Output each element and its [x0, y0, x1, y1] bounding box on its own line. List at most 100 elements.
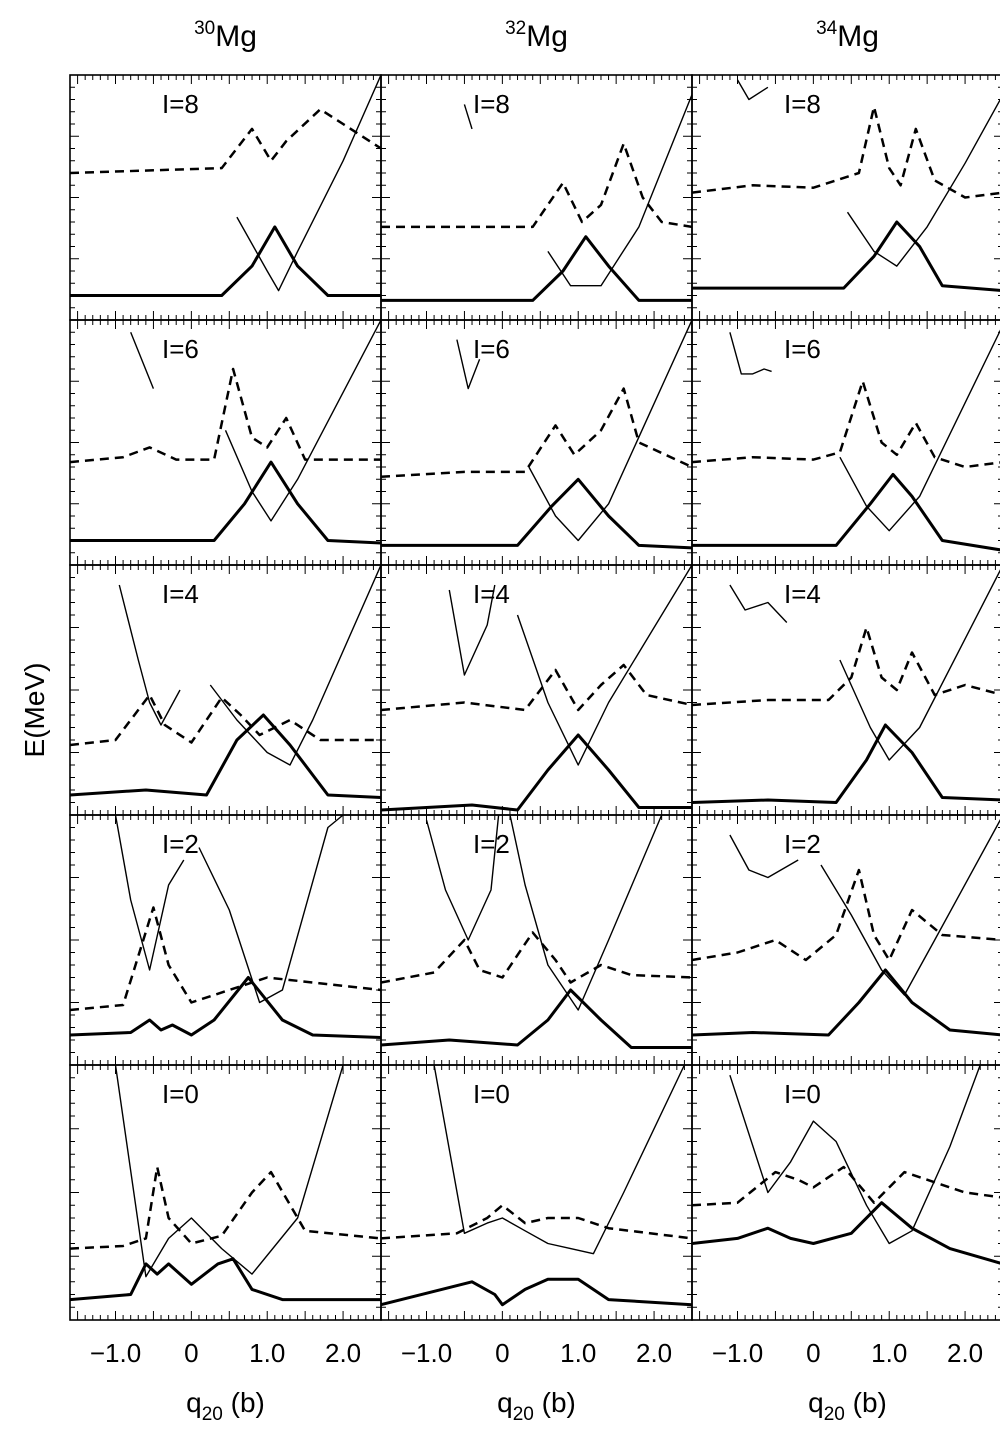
- potential-curve: [114, 815, 185, 971]
- panel-frame: [380, 74, 693, 321]
- spin-label: I=4: [473, 579, 510, 609]
- panel-frame: [380, 1064, 693, 1321]
- potential-curve: [118, 584, 181, 726]
- potential-curve: [516, 565, 692, 766]
- excited-wavefunction-curve: [381, 663, 692, 712]
- ground-wavefunction-curve: [381, 477, 692, 550]
- potential-curve: [729, 1065, 981, 1245]
- ground-wavefunction-curve: [70, 460, 381, 545]
- panel-curves: [381, 320, 692, 550]
- panel-frame: [691, 319, 1000, 566]
- panel-curves: [692, 1065, 1000, 1265]
- ticks-layer: [70, 75, 1000, 1320]
- potential-curve: [528, 320, 692, 542]
- x-axis-unit: (b): [223, 1387, 265, 1418]
- potential-curve: [729, 834, 799, 879]
- potential-curve: [729, 584, 788, 623]
- ground-wavefunction-curve: [692, 220, 1000, 292]
- potential-curve: [729, 332, 772, 375]
- panel-frame: [691, 814, 1000, 1066]
- ground-wavefunction-curve: [692, 968, 1000, 1037]
- panel-frame: [69, 814, 382, 1066]
- spin-label: I=6: [162, 334, 199, 364]
- panel-curves: [692, 569, 1000, 804]
- potential-curve: [846, 98, 1000, 267]
- x-axis-symbol: q: [186, 1387, 202, 1418]
- excited-wavefunction-curve: [692, 105, 1000, 199]
- panel-curves: [70, 75, 381, 297]
- x-tick-label: −1.0: [90, 1338, 141, 1368]
- panel-curves: [70, 1065, 381, 1302]
- x-tick-label: 1.0: [871, 1338, 907, 1368]
- potential-curve: [433, 1065, 686, 1255]
- excited-wavefunction-curve: [692, 626, 1000, 707]
- panel-frame: [69, 564, 382, 816]
- panel-curves: [70, 565, 381, 799]
- mass-number: 30: [194, 18, 215, 39]
- ground-wavefunction-curve: [70, 1257, 381, 1302]
- excited-wavefunction-curve: [70, 108, 381, 175]
- panel-frame: [691, 564, 1000, 816]
- spin-label: I=6: [784, 334, 821, 364]
- panel-curves: [381, 815, 692, 1049]
- panel-frames: [69, 74, 1000, 1321]
- panel-curves: [692, 79, 1000, 292]
- potential-curve: [547, 94, 692, 287]
- excited-wavefunction-curve: [692, 868, 1000, 962]
- excited-wavefunction-curve: [381, 142, 692, 229]
- ground-wavefunction-curve: [381, 1277, 692, 1307]
- potential-curve: [839, 569, 1000, 761]
- spin-label: I=0: [784, 1079, 821, 1109]
- potential-curve: [198, 815, 344, 1004]
- spin-label: I=8: [784, 89, 821, 119]
- panel-curves: [70, 320, 381, 545]
- mass-number: 32: [505, 18, 526, 39]
- spin-label: I=4: [162, 579, 199, 609]
- excited-wavefunction-curve: [381, 387, 692, 479]
- labels-layer: I=8 I=6 I=4 I=2 I=0 I=8 I=6 I=4 I=2 I=0 I=8 I=6 I=4 I…: [162, 89, 821, 1109]
- panel-curves: [381, 94, 692, 302]
- ground-wavefunction-curve: [692, 1201, 1000, 1265]
- ground-wavefunction-curve: [70, 225, 381, 297]
- x-tick-label: 1.0: [560, 1338, 596, 1368]
- panel-curves: [381, 565, 692, 812]
- x-axis-symbol: q: [497, 1387, 513, 1418]
- x-tick-label: 0: [806, 1338, 820, 1368]
- potential-curve: [463, 104, 473, 130]
- potential-curve: [209, 565, 381, 766]
- x-axis-subscript: 20: [513, 1404, 534, 1425]
- x-tick-label: 0: [495, 1338, 509, 1368]
- potential-curve: [839, 329, 1000, 532]
- column-titles: 30Mg 32Mg 34Mg: [194, 18, 879, 53]
- x-axis-title: q20 (b): [186, 1387, 265, 1425]
- x-tick-label: 2.0: [636, 1338, 672, 1368]
- nucleus-title: 30Mg: [194, 18, 257, 53]
- spin-label: I=2: [162, 829, 199, 859]
- potential-curve: [509, 815, 663, 1011]
- potential-curve: [236, 75, 381, 292]
- excited-wavefunction-curve: [381, 1204, 692, 1240]
- potential-curve: [736, 79, 769, 101]
- x-axis-subscript: 20: [202, 1404, 223, 1425]
- ground-wavefunction-curve: [692, 723, 1000, 804]
- excited-wavefunction-curve: [70, 906, 381, 1012]
- panel-frame: [380, 319, 693, 566]
- panel-frame: [69, 1064, 382, 1321]
- excited-wavefunction-curve: [692, 1165, 1000, 1207]
- excited-wavefunction-curve: [70, 1165, 381, 1250]
- spin-label: I=0: [473, 1079, 510, 1109]
- panel-frame: [691, 74, 1000, 321]
- panel-frame: [691, 1064, 1000, 1321]
- x-tick-label: 0: [184, 1338, 198, 1368]
- mass-number: 34: [816, 18, 838, 39]
- x-tick-label: −1.0: [712, 1338, 763, 1368]
- x-axis-title: q20 (b): [497, 1387, 576, 1425]
- x-axis-unit: (b): [845, 1387, 887, 1418]
- ground-wavefunction-curve: [70, 976, 381, 1039]
- x-tick-label: 2.0: [325, 1338, 361, 1368]
- nucleus-title: 32Mg: [505, 18, 568, 53]
- excited-wavefunction-curve: [70, 693, 381, 747]
- panel-curves: [70, 815, 381, 1039]
